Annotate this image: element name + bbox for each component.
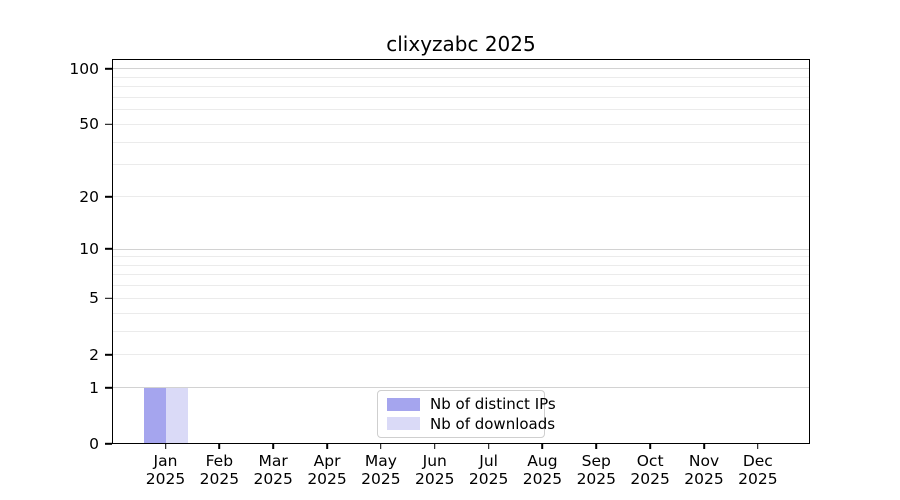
y-tick-label-1: 1: [89, 378, 99, 397]
x-tick-label-oct-2025: Oct 2025: [630, 452, 670, 489]
legend-entry-nb-of-downloads: Nb of downloads: [387, 415, 555, 433]
gridline-minor: [112, 109, 810, 111]
y-tick-label-10: 10: [79, 240, 99, 259]
y-tick-mark: [105, 195, 112, 198]
x-tick-label-jun-2025: Jun 2025: [415, 452, 455, 489]
y-tick-mark: [105, 123, 112, 126]
x-tick-mark: [433, 444, 436, 449]
gridline-minor: [112, 76, 810, 78]
x-tick-label-jan-2025: Jan 2025: [145, 452, 186, 489]
x-tick-mark: [757, 444, 759, 449]
y-tick-label-20: 20: [79, 187, 99, 206]
x-tick-mark: [218, 444, 221, 449]
x-axis-tick-labels: Jan 2025 Feb 2025 Mar 2025 Apr 2025 May 2025…: [112, 452, 810, 496]
gridline-minor: [112, 330, 810, 332]
gridline-minor: [112, 123, 810, 125]
x-axis-tick-marks: [112, 444, 810, 450]
bar-nb-of-distinct-ips-jan-2025: [143, 387, 166, 444]
y-tick-label-0: 0: [89, 435, 99, 453]
gridline-minor: [112, 285, 810, 287]
x-tick-mark: [380, 444, 382, 449]
gridline-major: [112, 68, 810, 70]
gridline-minor: [112, 97, 810, 98]
gridline-minor: [112, 297, 810, 299]
x-tick-label-feb-2025: Feb 2025: [199, 452, 240, 489]
legend-entry-nb-of-distinct-ips: Nb of distinct IPs: [387, 395, 556, 413]
legend-swatch-nb-of-downloads: [387, 417, 420, 431]
bar-nb-of-downloads-jan-2025: [165, 387, 188, 444]
plot-area: Nb of distinct IPs Nb of downloads: [112, 59, 810, 444]
gridline-minor: [112, 196, 810, 198]
gridline-major: [112, 387, 810, 389]
y-tick-label-2: 2: [89, 345, 99, 364]
y-tick-label-5: 5: [89, 289, 99, 308]
y-tick-mark: [105, 386, 112, 389]
x-tick-label-mar-2025: Mar 2025: [253, 452, 293, 489]
legend: Nb of distinct IPs Nb of downloads: [377, 390, 556, 438]
x-tick-mark: [272, 444, 274, 449]
legend-swatch-nb-of-distinct-ips: [387, 397, 420, 411]
gridline-minor: [112, 256, 810, 258]
y-tick-mark: [105, 443, 112, 445]
x-tick-mark: [703, 444, 705, 449]
x-tick-mark: [164, 444, 167, 449]
x-tick-mark: [595, 444, 598, 449]
gridline-major: [112, 248, 810, 250]
x-tick-mark: [487, 444, 490, 449]
gridline-minor: [112, 86, 810, 88]
chart-title: clixyzabc 2025: [386, 32, 536, 56]
y-axis-tick-marks: [105, 59, 112, 445]
y-tick-label-100: 100: [69, 59, 99, 78]
y-tick-mark: [105, 297, 112, 300]
y-tick-mark: [105, 248, 112, 250]
gridline-minor: [112, 274, 810, 276]
y-tick-label-50: 50: [79, 115, 99, 134]
gridline-minor: [112, 164, 810, 166]
bar-layer: [112, 59, 810, 444]
legend-label: Nb of downloads: [430, 414, 556, 433]
legend-label: Nb of distinct IPs: [430, 395, 556, 414]
gridline-minor: [112, 264, 810, 266]
y-axis-tick-labels: 0 1 2 5 10 20 50 100: [0, 59, 99, 453]
gridline-minor: [112, 354, 810, 356]
x-tick-mark: [541, 444, 544, 449]
x-tick-label-aug-2025: Aug 2025: [522, 452, 563, 489]
x-tick-mark: [326, 444, 328, 449]
x-tick-label-apr-2025: Apr 2025: [307, 452, 347, 489]
gridline-minor: [112, 141, 810, 143]
x-tick-label-dec-2025: Dec 2025: [738, 452, 778, 489]
gridline-minor: [112, 312, 810, 314]
x-tick-label-may-2025: May 2025: [361, 452, 401, 489]
x-tick-label-jul-2025: Jul 2025: [468, 452, 509, 489]
x-tick-label-sep-2025: Sep 2025: [576, 452, 617, 489]
grid-layer: [112, 59, 810, 444]
y-tick-mark: [105, 68, 112, 70]
x-tick-mark: [649, 444, 651, 449]
x-tick-label-nov-2025: Nov 2025: [684, 452, 724, 489]
y-tick-mark: [105, 353, 112, 356]
